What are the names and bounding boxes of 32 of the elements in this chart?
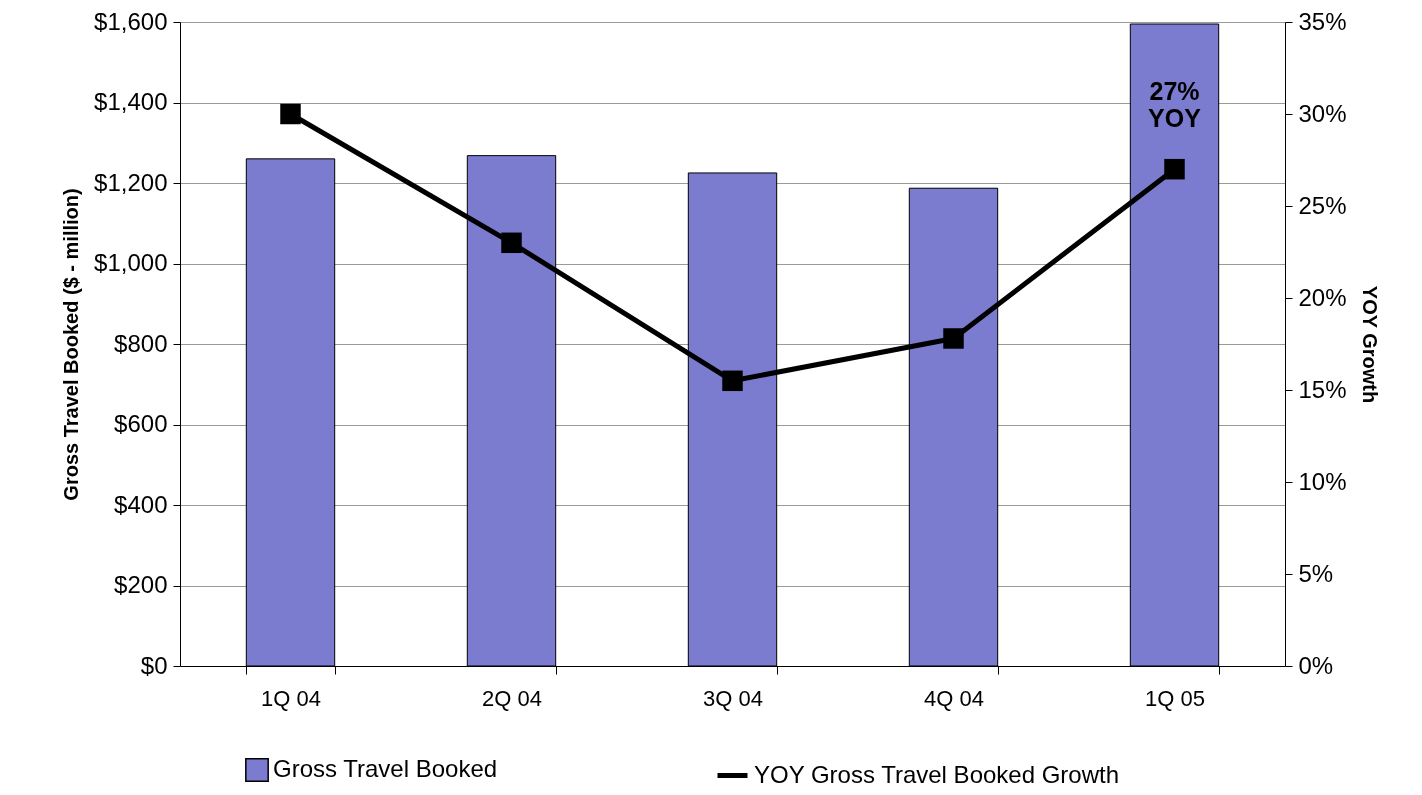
y2-tick-label: 5% <box>1298 559 1334 587</box>
y-tick-label: $600 <box>114 410 168 437</box>
legend-label: YOY Gross Travel Booked Growth <box>754 760 1120 788</box>
y-tick-label: $1,000 <box>94 249 168 276</box>
y2-tick-label: 20% <box>1298 283 1347 311</box>
y-tick-label: $0 <box>140 651 168 679</box>
y2-tick-label: 0% <box>1298 651 1334 679</box>
y2-tick-label: 30% <box>1298 99 1347 127</box>
point <box>722 370 743 392</box>
y-tick-label: $1,400 <box>94 88 168 115</box>
y-tick-label: $1,200 <box>94 168 168 196</box>
y2-axis-title: YOY Growth <box>1358 285 1381 404</box>
y-tick-label: $800 <box>114 329 168 357</box>
point <box>1164 158 1185 180</box>
x-tick-label: 1Q 05 <box>1145 685 1205 711</box>
y2-tick-label: 10% <box>1298 467 1347 495</box>
point <box>280 103 301 125</box>
x-tick-label: 1Q 04 <box>261 685 321 711</box>
y-tick-label: $200 <box>114 571 168 598</box>
x-tick-label: 2Q 04 <box>482 685 542 711</box>
x-tick-label: 3Q 04 <box>703 685 763 711</box>
x-tick-label: 4Q 04 <box>924 685 984 711</box>
annotation: 27% YOY <box>1148 77 1202 132</box>
y2-tick-label: 15% <box>1298 375 1347 403</box>
point <box>943 328 964 349</box>
y-tick-label: $1,600 <box>94 7 168 35</box>
point <box>501 232 522 254</box>
y-tick-label: $400 <box>114 490 168 518</box>
legend-label: Gross Travel Booked <box>273 755 498 782</box>
y2-tick-label: 25% <box>1298 191 1347 219</box>
y-axis-title: Gross Travel Booked ($ - million) <box>60 188 83 501</box>
y2-tick-label: 35% <box>1298 7 1347 35</box>
